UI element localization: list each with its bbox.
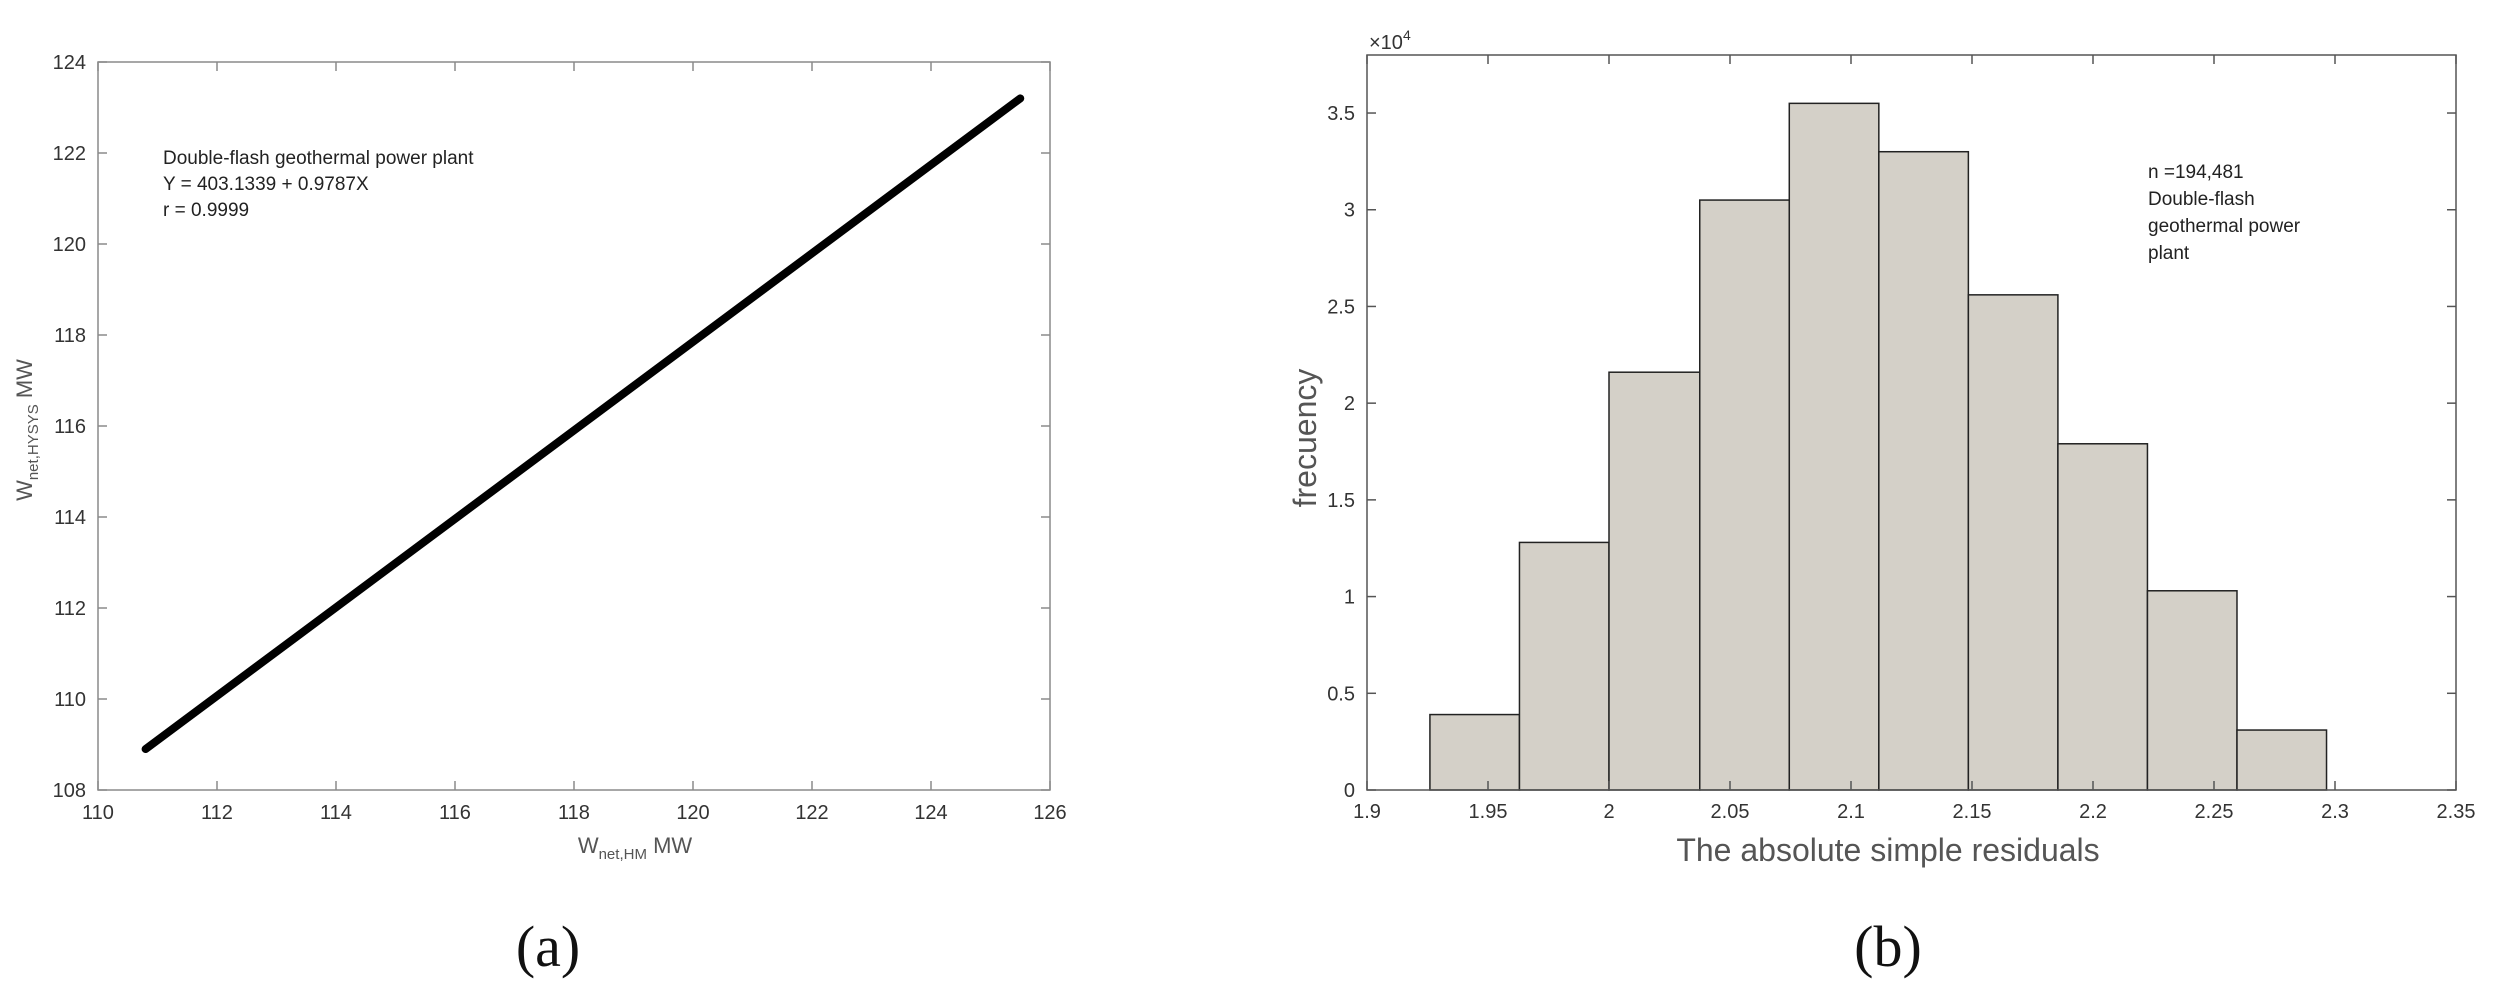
chart-a-x-label-main: W	[578, 833, 599, 858]
chart-b-x-tick-label: 1.95	[1469, 801, 1508, 823]
chart-b-y-multiplier-exp: 4	[1403, 27, 1411, 43]
chart-b-x-tick-label: 2.3	[2321, 801, 2349, 823]
chart-a-y-tick-label: 122	[53, 143, 86, 165]
chart-a: 110 112 114 116 118 120 122 124 126 108110112114…	[12, 52, 1067, 979]
chart-b-annotation-line: Double-flash	[2148, 189, 2255, 210]
chart-b-bar	[1878, 150, 1970, 791]
chart-a-x-tick-label: 116	[439, 802, 471, 824]
chart-a-x-label-sub: net,HM	[599, 846, 647, 863]
chart-b-annotation-line: n =194,481	[2148, 162, 2244, 183]
chart-b-panel-label: (b)	[1854, 914, 1922, 979]
chart-a-annotation: Double-flash geothermal power plant Y = …	[163, 148, 474, 221]
chart-a-x-tick-label: 122	[795, 802, 828, 824]
chart-b-bar	[1967, 294, 2059, 791]
chart-a-x-label-unit: MW	[647, 833, 692, 858]
chart-b-x-tick-label: 2.1	[1837, 801, 1865, 823]
chart-b-y-tick-label: 0	[1344, 780, 1355, 802]
chart-a-y-label-unit: MW	[12, 359, 37, 404]
chart-a-x-tick-label: 124	[914, 802, 947, 824]
chart-b-y-multiplier: ×104	[1369, 27, 1411, 54]
chart-b-bar	[1699, 199, 1791, 791]
chart-b-bar	[2236, 729, 2328, 791]
chart-b-x-tick-label: 2	[1603, 801, 1614, 823]
chart-b-y-axis-label: frecuency	[1287, 369, 1323, 508]
chart-b-y-tick-label: 3.5	[1327, 103, 1355, 125]
chart-a-y-label-main: W	[12, 480, 37, 501]
chart-b-x-tick-label: 2.25	[2195, 801, 2234, 823]
chart-a-y-tick-label: 114	[54, 507, 86, 529]
chart-a-x-tick-label: 118	[558, 802, 590, 824]
chart-a-y-label-sub: net,HYSYS	[25, 404, 42, 480]
chart-b-x-tick-label: 2.35	[2437, 801, 2476, 823]
chart-b-bars	[1429, 102, 2328, 791]
chart-b-annotation: n =194,481 Double-flash geothermal power…	[2148, 162, 2301, 264]
chart-a-series-line	[141, 94, 1025, 754]
chart-a-annotation-line: Y = 403.1339 + 0.9787X	[163, 174, 369, 195]
chart-a-x-tick-label: 114	[320, 802, 352, 824]
chart-b-y-tick-label: 0.5	[1327, 683, 1355, 705]
chart-b-y-tick-labels: 0 0.5 1 1.5 2 2.5 3 3.5	[1327, 103, 1355, 802]
chart-b: 1.9 1.95 2 2.05 2.1 2.15 2.2 2.25 2.3 2.35 0 0.5 1 1…	[1287, 27, 2475, 979]
chart-a-y-tick-label: 112	[54, 598, 86, 620]
chart-b-x-tick-label: 2.15	[1953, 801, 1992, 823]
chart-a-y-tick-label: 120	[53, 234, 86, 256]
chart-b-y-tick-label: 2	[1344, 393, 1355, 415]
chart-a-y-tick-label: 118	[54, 325, 86, 347]
chart-b-bar	[2057, 443, 2149, 791]
chart-a-y-axis-label: Wnet,HYSYS MW	[12, 359, 42, 501]
chart-a-y-tick-label: 110	[54, 689, 86, 711]
chart-b-y-multiplier-base: ×10	[1369, 32, 1403, 54]
chart-b-x-tick-labels: 1.9 1.95 2 2.05 2.1 2.15 2.2 2.25 2.3 2.35	[1353, 801, 2475, 823]
chart-b-annotation-line: plant	[2148, 243, 2190, 264]
chart-b-x-tick-label: 2.2	[2079, 801, 2107, 823]
chart-b-plot-frame	[1366, 54, 2457, 791]
chart-a-x-tick-labels: 110 112 114 116 118 120 122 124 126	[82, 802, 1067, 824]
chart-a-y-tick-label: 124	[53, 52, 86, 74]
chart-a-x-tick-label: 112	[201, 802, 233, 824]
chart-a-x-tick-label: 110	[82, 802, 114, 824]
chart-b-x-tick-label: 2.05	[1711, 801, 1750, 823]
chart-a-plot-frame	[97, 61, 1051, 791]
chart-b-bar	[1429, 713, 1521, 791]
chart-b-annotation-line: geothermal power	[2148, 216, 2301, 237]
chart-b-y-tick-label: 1.5	[1327, 490, 1355, 512]
chart-b-bar	[1608, 371, 1701, 791]
chart-a-y-tick-label: 116	[54, 416, 86, 438]
chart-b-y-tick-label: 2.5	[1327, 296, 1355, 318]
chart-b-bar	[1788, 102, 1880, 791]
chart-a-x-tick-label: 120	[676, 802, 709, 824]
chart-b-bar	[1518, 541, 1610, 791]
chart-a-series	[141, 94, 1025, 754]
chart-b-bar	[2146, 590, 2238, 791]
chart-b-x-axis-label: The absolute simple residuals	[1676, 832, 2099, 868]
chart-a-y-tick-label: 108	[53, 780, 86, 802]
chart-b-y-tick-label: 3	[1344, 200, 1355, 222]
chart-a-panel-label: (a)	[516, 914, 580, 979]
chart-b-x-tick-label: 1.9	[1353, 801, 1381, 823]
chart-a-annotation-line: Double-flash geothermal power plant	[163, 148, 474, 169]
chart-b-ticks	[1366, 55, 2457, 791]
chart-b-y-tick-label: 1	[1344, 587, 1355, 609]
chart-a-x-tick-label: 126	[1033, 802, 1066, 824]
chart-a-x-axis-label: Wnet,HM MW	[578, 833, 693, 863]
chart-a-annotation-line: r = 0.9999	[163, 200, 249, 221]
chart-a-y-tick-labels: 108 110 112 114 116 118 120 122 124	[53, 52, 86, 802]
